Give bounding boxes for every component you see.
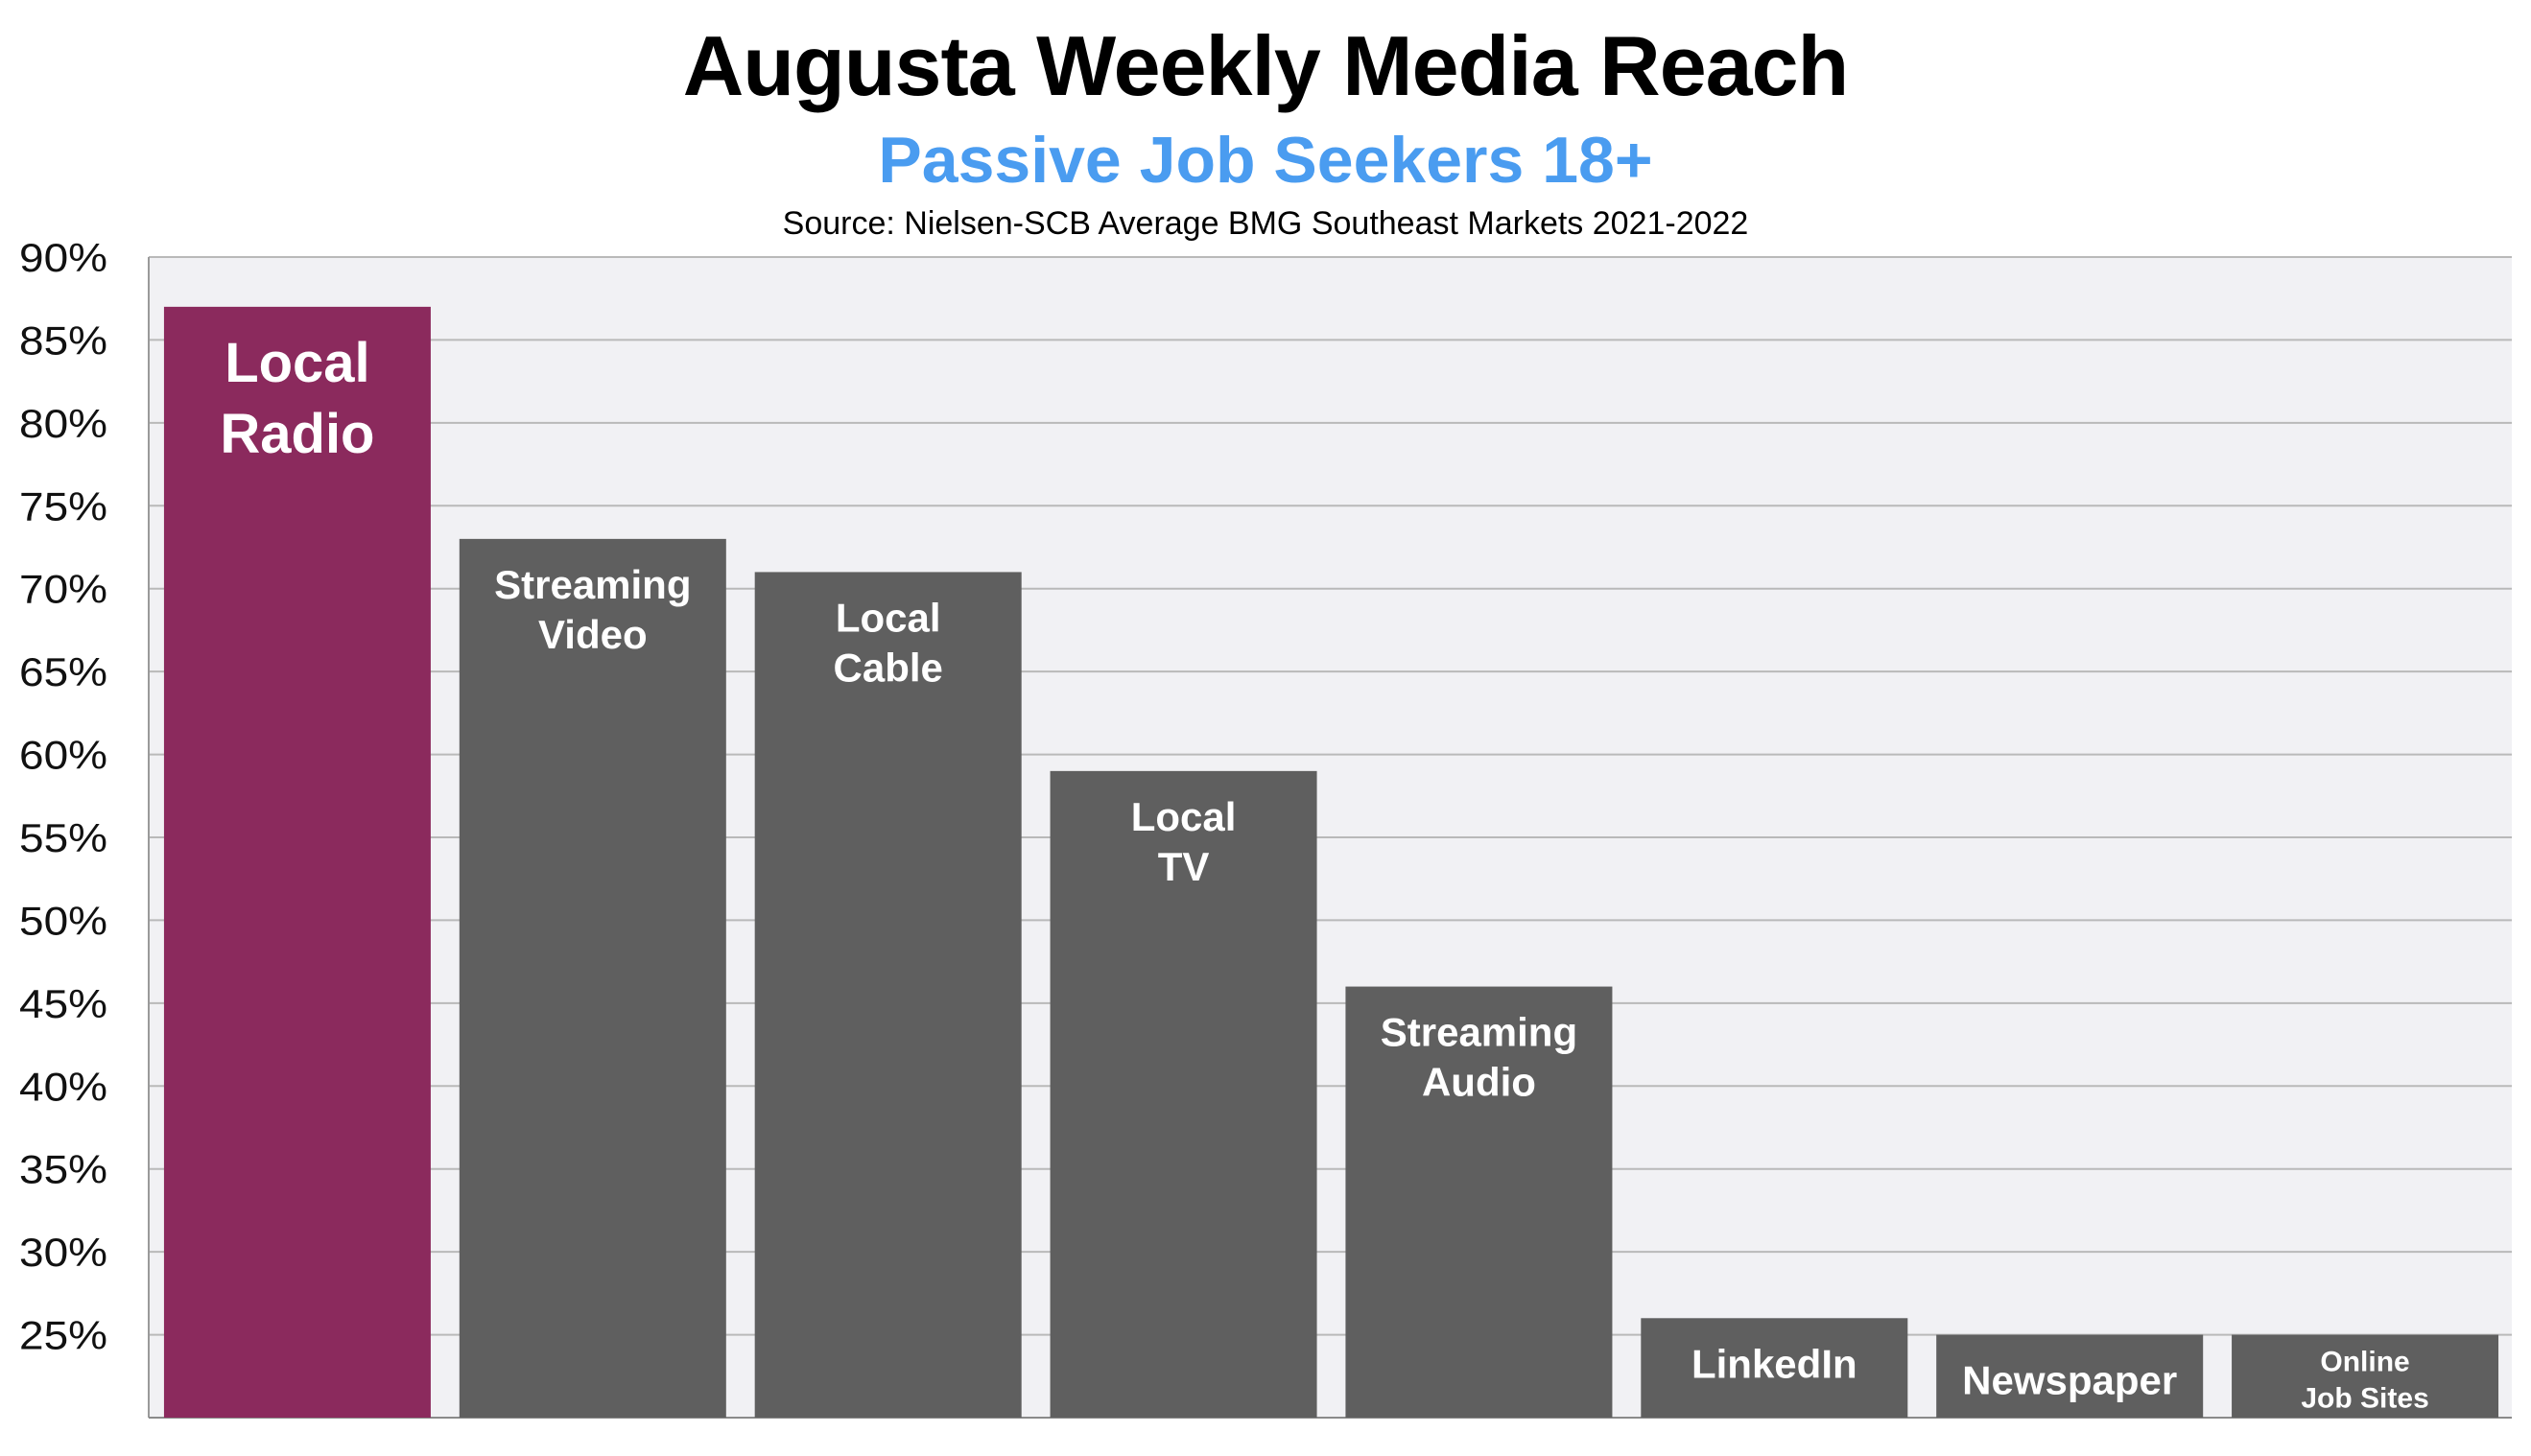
y-tick-label: 35% [19,1147,107,1192]
bar-label-line: TV [1158,844,1210,889]
y-tick-label: 70% [19,567,107,612]
bar-label: Local Radio [220,332,374,465]
bar-label: Streaming Video [494,562,691,657]
y-tick-label: 60% [19,733,107,778]
bar-label-line: Job Sites [2301,1383,2428,1415]
y-tick-label: 55% [19,815,107,860]
bar [459,538,726,1418]
chart-source-note: Source: Nielsen-SCB Average BMG Southeas… [782,205,1749,242]
bar-label-line: Video [538,612,648,657]
bar-label: Streaming Audio [1381,1010,1577,1105]
bar-label-line: Newspaper [1962,1358,2177,1403]
bar-label: Local TV [1131,794,1237,889]
bar-label: LinkedIn [1691,1341,1857,1386]
bar-label-line: Cable [834,645,943,690]
bar-label-line: Local [225,332,370,394]
y-tick-label: 75% [19,483,107,528]
bar [1936,1334,2204,1418]
bar [163,306,431,1418]
bar [1641,1318,1908,1418]
bar-label-line: Local [836,595,941,640]
bar-label-line: Online [2320,1347,2409,1378]
bar-label-line: Audio [1422,1060,1536,1105]
bar-label: Local Cable [834,595,943,690]
bar-label-line: Streaming [1381,1010,1577,1055]
bar-label-line: LinkedIn [1691,1341,1857,1386]
bar-label-line: Local [1131,794,1237,839]
y-tick-label: 40% [19,1064,107,1109]
bar-label: Online Job Sites [2301,1347,2428,1415]
y-tick-label: 30% [19,1230,107,1275]
bar-label-line: Streaming [494,562,691,607]
bar-label: Newspaper [1962,1358,2177,1403]
chart-subtitle: Passive Job Seekers 18+ [878,124,1653,197]
bar [754,572,1022,1418]
bar [1345,986,1613,1418]
y-tick-label: 25% [19,1313,107,1358]
y-tick-label: 65% [19,649,107,694]
bar [1050,770,1317,1418]
bar-label-line: Radio [220,403,374,465]
y-tick-label: 50% [19,898,107,943]
y-tick-label: 45% [19,981,107,1026]
y-tick-label: 80% [19,401,107,446]
y-tick-label: 85% [19,317,107,363]
bar [2232,1334,2499,1418]
y-tick-label: 90% [19,235,107,280]
chart-title: Augusta Weekly Media Reach [682,18,1850,113]
